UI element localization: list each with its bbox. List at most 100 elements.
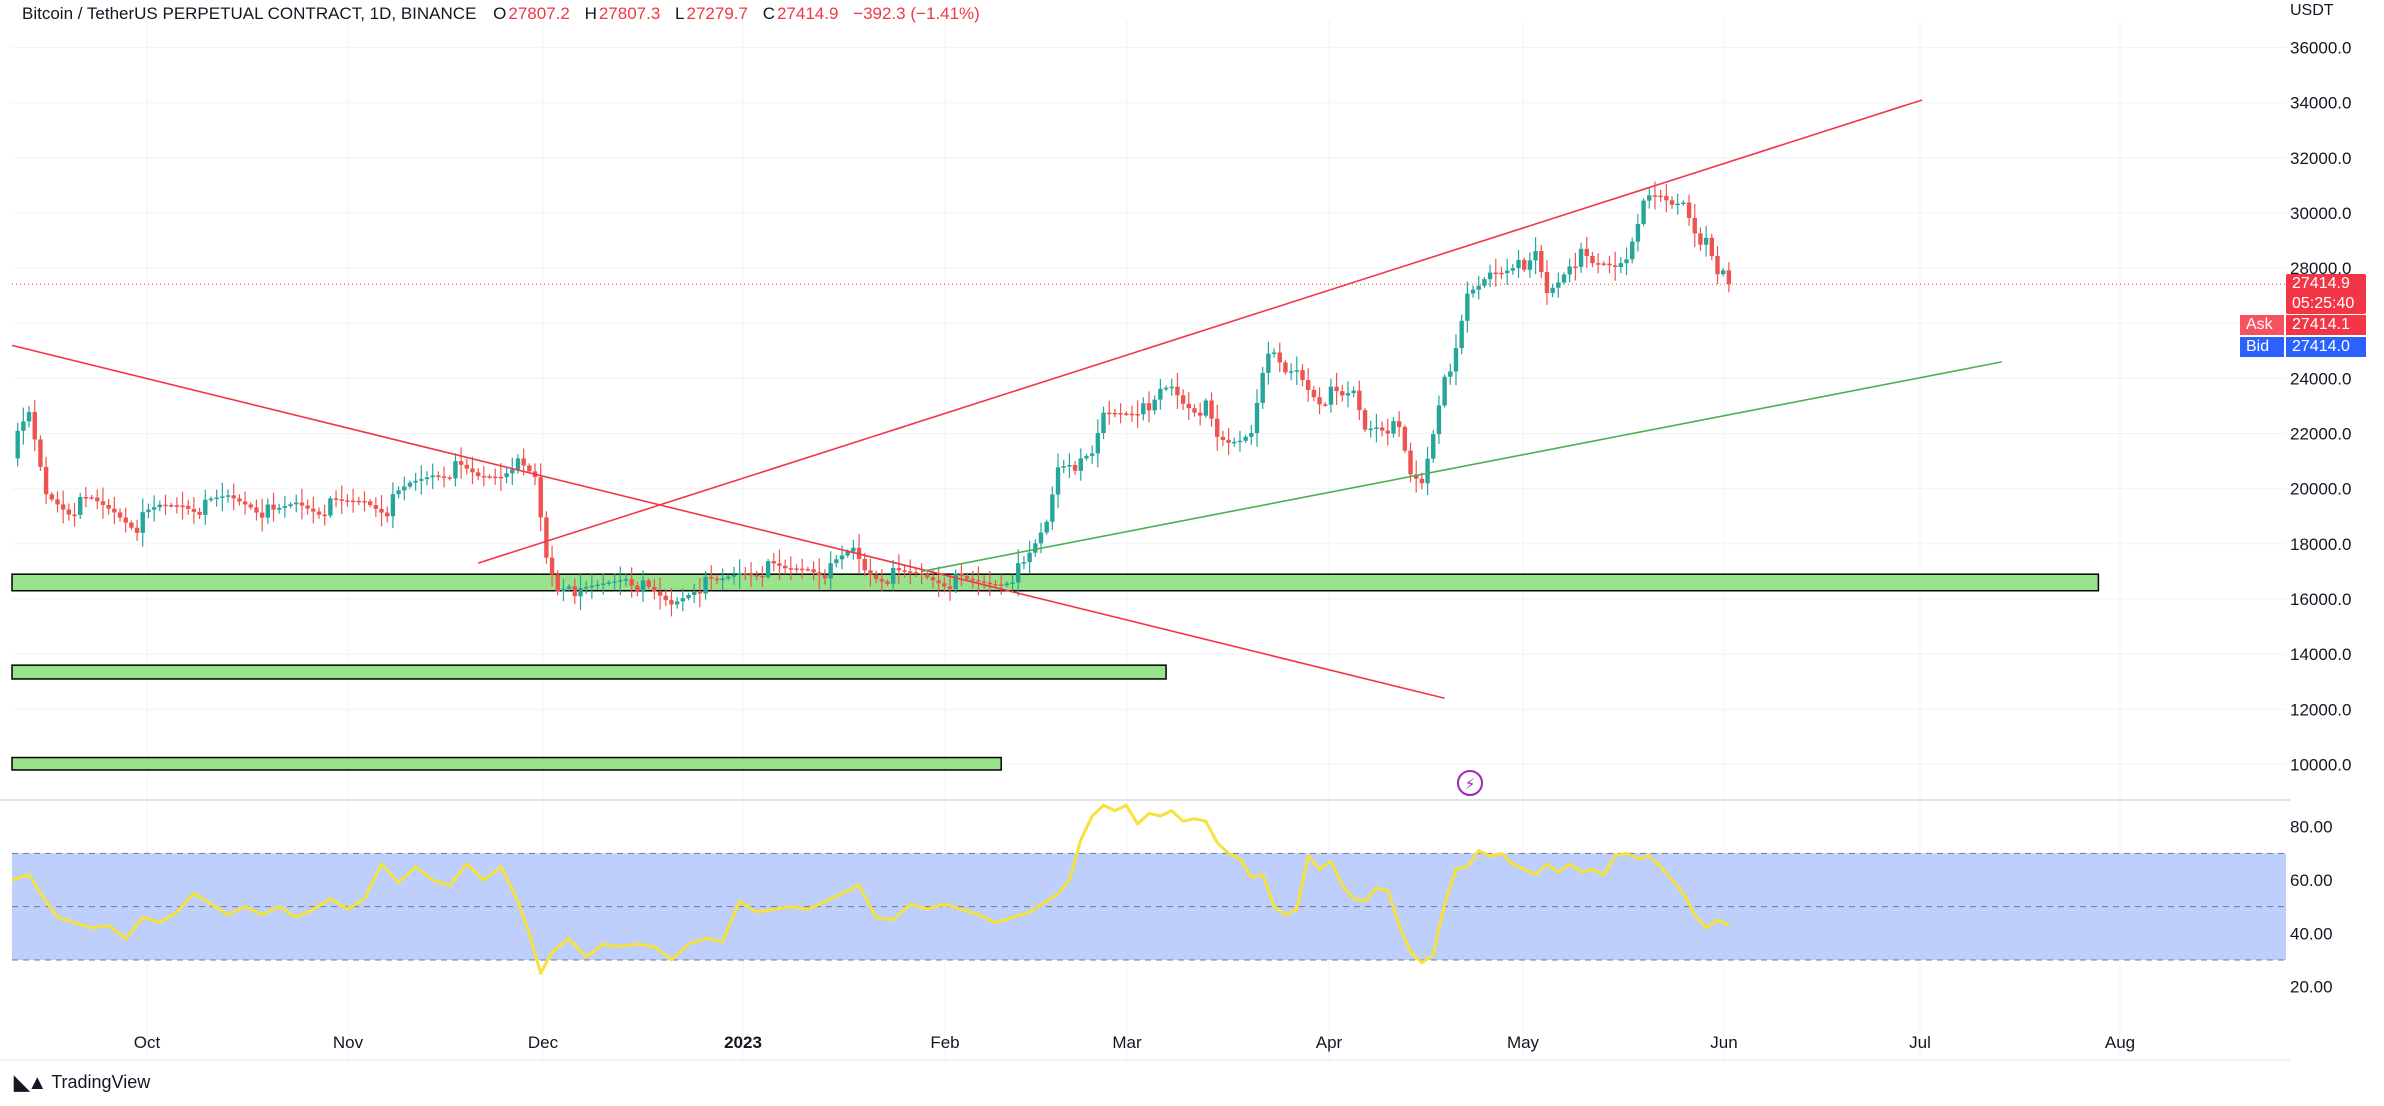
candle-body	[157, 504, 163, 508]
candle-body	[1567, 266, 1572, 275]
candle-body	[669, 600, 674, 605]
y-tick-label: 34000.0	[2290, 94, 2351, 113]
candle-body	[1658, 195, 1663, 198]
candle-body	[879, 579, 885, 582]
candle-body	[413, 480, 418, 483]
open-label: O	[493, 4, 507, 23]
candle-body	[993, 584, 998, 586]
candle-body	[743, 573, 748, 575]
candle-body	[1129, 413, 1135, 416]
candle-body	[180, 505, 185, 508]
change-value: −392.3 (−1.41%)	[853, 4, 980, 23]
candle-body	[908, 571, 913, 573]
candle-body	[208, 498, 214, 501]
candle-body	[151, 507, 157, 510]
candle-body	[1664, 195, 1669, 201]
trendline-green	[921, 361, 2002, 573]
candle-body	[873, 574, 879, 580]
candle-body	[788, 568, 794, 570]
candle-body	[851, 547, 856, 552]
candle-body	[970, 578, 975, 581]
candle-body	[1345, 393, 1351, 396]
close-label: C	[762, 4, 775, 23]
candle-body	[549, 557, 555, 575]
candle-body	[1470, 289, 1476, 294]
candle-body	[225, 495, 231, 497]
candle-body	[1135, 413, 1140, 416]
y-tick-label: 14000.0	[2290, 645, 2351, 664]
candle-body	[1607, 263, 1612, 266]
brand-name: TradingView	[51, 1072, 151, 1092]
x-tick-label: Nov	[333, 1033, 364, 1052]
candle-body	[1499, 272, 1504, 275]
candle-body	[1709, 237, 1715, 257]
symbol-title: Bitcoin / TetherUS PERPETUAL CONTRACT, 1…	[22, 4, 477, 23]
x-tick-label: Oct	[134, 1033, 161, 1052]
candle-body	[1539, 251, 1544, 273]
candle-body	[1294, 370, 1300, 372]
y-tick-label: 10000.0	[2290, 755, 2351, 774]
candle-body	[868, 570, 873, 575]
candle-body	[1055, 467, 1061, 495]
candle-body	[1033, 543, 1038, 553]
candle-body	[1413, 474, 1419, 479]
candle-body	[1652, 195, 1658, 197]
candle-body	[396, 490, 401, 495]
rsi-tick-label: 80.00	[2290, 818, 2333, 837]
candle-body	[1686, 202, 1692, 218]
x-tick-label: 2023	[724, 1033, 762, 1052]
candle-body	[72, 514, 77, 517]
candle-body	[521, 458, 526, 466]
candle-body	[299, 502, 305, 506]
candle-body	[481, 476, 487, 478]
y-tick-label: 36000.0	[2290, 39, 2351, 58]
candle-body	[737, 573, 742, 575]
candle-body	[930, 577, 936, 581]
candle-body	[1669, 200, 1675, 205]
candle-body	[686, 595, 691, 599]
candle-body	[987, 582, 993, 585]
candle-body	[1618, 263, 1624, 268]
candle-body	[1038, 532, 1044, 544]
candle-body	[976, 580, 981, 582]
candle-body	[1044, 521, 1049, 533]
candle-body	[606, 582, 612, 584]
x-tick-label: May	[1507, 1033, 1540, 1052]
candle-body	[612, 581, 617, 583]
candle-body	[1089, 453, 1095, 456]
candle-body	[163, 504, 168, 507]
candle-body	[259, 512, 265, 518]
candle-body	[1169, 386, 1174, 389]
candle-body	[589, 585, 595, 588]
candle-body	[350, 500, 356, 503]
candle-body	[953, 573, 958, 590]
candle-body	[129, 522, 134, 528]
candle-body	[1624, 259, 1629, 264]
candle-body	[1396, 421, 1402, 427]
candle-body	[515, 458, 521, 470]
candle-body	[447, 477, 452, 479]
trendline-red	[477, 99, 1923, 564]
candle-body	[1175, 386, 1180, 396]
candle-body	[635, 585, 640, 593]
high-value: 27807.3	[598, 4, 661, 23]
chart-header: Bitcoin / TetherUS PERPETUAL CONTRACT, 1…	[22, 4, 990, 24]
candle-body	[305, 505, 310, 509]
candle-body	[220, 496, 225, 498]
candle-body	[1448, 371, 1453, 377]
candle-body	[276, 507, 282, 510]
last-price-value: 27414.9	[2292, 275, 2350, 292]
candle-body	[731, 574, 737, 577]
candle-body	[1271, 352, 1277, 355]
candle-body	[1510, 268, 1516, 271]
y-tick-label: 32000.0	[2290, 149, 2351, 168]
candle-body	[356, 500, 361, 503]
candle-body	[1698, 233, 1703, 245]
candle-body	[1010, 582, 1015, 584]
y-tick-label: 12000.0	[2290, 700, 2351, 719]
candle-body	[174, 505, 180, 507]
tradingview-brand[interactable]: ◣▲ TradingView	[14, 1070, 150, 1095]
candle-body	[385, 512, 390, 517]
candle-body	[134, 527, 140, 533]
